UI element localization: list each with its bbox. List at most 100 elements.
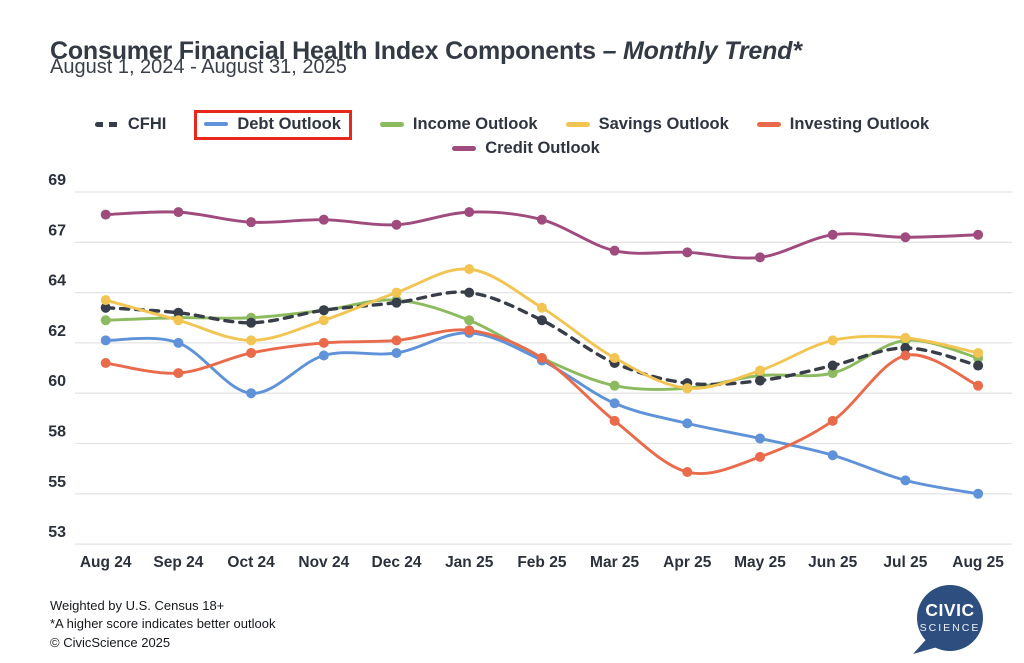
data-point-debt-outlook-aug-25[interactable]	[973, 488, 984, 499]
data-point-debt-outlook-dec-24[interactable]	[391, 347, 402, 358]
data-point-savings-outlook-may-25[interactable]	[755, 365, 765, 376]
data-point-cfhi-sep-24[interactable]	[173, 307, 184, 318]
data-point-savings-outlook-jun-25[interactable]	[827, 335, 838, 346]
legend-label: Savings Outlook	[598, 115, 729, 133]
legend-label: CFHI	[127, 115, 167, 133]
data-point-savings-outlook-aug-24[interactable]	[100, 295, 111, 306]
y-axis-tick-label: 55	[48, 474, 66, 491]
data-point-investing-outlook-jul-25[interactable]	[900, 350, 911, 361]
data-point-credit-outlook-aug-24[interactable]	[100, 209, 111, 220]
data-point-credit-outlook-oct-24[interactable]	[246, 217, 257, 228]
data-point-investing-outlook-feb-25[interactable]	[536, 352, 547, 363]
legend-label: Investing Outlook	[789, 115, 930, 133]
legend-item-income-outlook[interactable]: Income Outlook	[379, 115, 538, 134]
x-axis-month-label: Oct 24	[227, 554, 275, 571]
footnote-score-note: *A higher score indicates better outlook	[50, 616, 276, 632]
x-axis-month-label: Apr 25	[663, 554, 712, 571]
x-axis-month-label: Feb 25	[517, 554, 566, 571]
x-axis-month-label: Aug 24	[80, 554, 132, 571]
x-axis-month-label: Nov 24	[298, 554, 349, 571]
data-point-cfhi-jan-25[interactable]	[464, 287, 475, 298]
data-point-cfhi-oct-24[interactable]	[246, 317, 257, 328]
data-point-investing-outlook-aug-24[interactable]	[100, 358, 111, 369]
data-point-credit-outlook-apr-25[interactable]	[682, 247, 693, 258]
x-axis-month-label: May 25	[734, 554, 786, 571]
legend-label: Income Outlook	[412, 115, 538, 133]
data-point-savings-outlook-oct-24[interactable]	[246, 335, 257, 346]
data-point-investing-outlook-jan-25[interactable]	[464, 325, 475, 336]
data-point-debt-outlook-mar-25[interactable]	[609, 398, 620, 409]
data-point-investing-outlook-mar-25[interactable]	[609, 415, 620, 426]
data-point-savings-outlook-apr-25[interactable]	[682, 383, 693, 394]
data-point-cfhi-jul-25[interactable]	[900, 342, 911, 353]
data-point-investing-outlook-jun-25[interactable]	[827, 415, 838, 426]
data-point-income-outlook-jun-25[interactable]	[827, 368, 838, 379]
data-point-cfhi-aug-25[interactable]	[973, 360, 984, 371]
y-axis-tick-label: 67	[48, 222, 66, 239]
page-title: Consumer Financial Health Index Componen…	[50, 37, 802, 66]
data-point-savings-outlook-nov-24[interactable]	[318, 315, 329, 326]
data-point-investing-outlook-sep-24[interactable]	[173, 368, 184, 379]
data-point-investing-outlook-aug-25[interactable]	[973, 380, 984, 391]
x-axis-month-label: Jul 25	[883, 554, 927, 571]
data-point-debt-outlook-apr-25[interactable]	[682, 418, 693, 429]
data-point-credit-outlook-dec-24[interactable]	[391, 219, 402, 230]
data-point-cfhi-nov-24[interactable]	[318, 305, 329, 316]
data-point-credit-outlook-sep-24[interactable]	[173, 207, 184, 218]
income-outlook-swatch-icon	[379, 122, 404, 127]
y-axis-tick-label: 64	[48, 273, 66, 290]
data-point-credit-outlook-jun-25[interactable]	[827, 229, 838, 240]
data-point-cfhi-may-25[interactable]	[755, 375, 765, 386]
data-point-cfhi-jun-25[interactable]	[827, 360, 838, 371]
data-point-cfhi-feb-25[interactable]	[536, 315, 547, 326]
data-point-debt-outlook-oct-24[interactable]	[246, 388, 257, 399]
data-point-credit-outlook-nov-24[interactable]	[318, 214, 329, 225]
data-point-credit-outlook-jul-25[interactable]	[900, 232, 911, 243]
data-point-investing-outlook-may-25[interactable]	[755, 451, 765, 462]
legend-item-credit-outlook[interactable]: Credit Outlook	[452, 139, 600, 158]
data-point-income-outlook-jan-25[interactable]	[464, 315, 475, 326]
data-point-debt-outlook-jun-25[interactable]	[827, 450, 838, 461]
data-point-credit-outlook-may-25[interactable]	[755, 252, 765, 263]
data-point-credit-outlook-mar-25[interactable]	[609, 245, 620, 256]
data-point-investing-outlook-apr-25[interactable]	[682, 467, 693, 478]
data-point-savings-outlook-jan-25[interactable]	[464, 264, 475, 275]
x-axis-month-label: Jan 25	[445, 554, 494, 571]
data-point-investing-outlook-nov-24[interactable]	[318, 337, 329, 348]
data-point-debt-outlook-jul-25[interactable]	[900, 475, 911, 486]
data-point-investing-outlook-oct-24[interactable]	[246, 347, 257, 358]
data-point-income-outlook-aug-24[interactable]	[100, 315, 111, 326]
data-point-credit-outlook-jan-25[interactable]	[464, 207, 475, 218]
data-point-credit-outlook-aug-25[interactable]	[973, 229, 984, 240]
footnotes: Weighted by U.S. Census 18+ *A higher sc…	[50, 597, 275, 652]
legend-item-cfhi[interactable]: CFHI	[94, 115, 167, 134]
civicscience-logo-bubble-icon: CIVIC SCIENCE	[913, 585, 983, 654]
data-point-debt-outlook-sep-24[interactable]	[173, 337, 184, 348]
x-axis-month-label: Dec 24	[372, 554, 422, 571]
footnote-weighting: Weighted by U.S. Census 18+	[50, 598, 225, 613]
legend-item-savings-outlook[interactable]: Savings Outlook	[565, 115, 729, 134]
data-point-savings-outlook-mar-25[interactable]	[609, 352, 620, 363]
data-point-investing-outlook-dec-24[interactable]	[391, 335, 402, 346]
x-axis-month-label: Sep 24	[153, 554, 203, 571]
legend-row-2: Credit Outlook	[14, 139, 1024, 158]
data-point-savings-outlook-aug-25[interactable]	[973, 347, 984, 358]
data-point-credit-outlook-feb-25[interactable]	[536, 214, 547, 225]
legend-item-debt-outlook debt-outlook-highlight-box[interactable]: Debt Outlook	[194, 109, 352, 140]
legend-item-investing-outlook[interactable]: Investing Outlook	[756, 115, 930, 134]
data-point-savings-outlook-feb-25[interactable]	[536, 302, 547, 313]
legend-label: Debt Outlook	[237, 114, 341, 133]
data-point-cfhi-aug-24[interactable]	[100, 302, 111, 313]
data-point-income-outlook-mar-25[interactable]	[609, 380, 620, 391]
footnote-copyright: © CivicScience 2025	[50, 634, 171, 650]
data-point-debt-outlook-aug-24[interactable]	[100, 335, 111, 346]
data-point-savings-outlook-jul-25[interactable]	[900, 332, 911, 343]
y-axis-tick-label: 58	[48, 424, 66, 441]
data-point-savings-outlook-sep-24[interactable]	[173, 315, 184, 326]
data-point-cfhi-dec-24[interactable]	[391, 297, 402, 308]
data-point-debt-outlook-may-25[interactable]	[755, 433, 765, 444]
date-range-subtitle: August 1, 2024 - August 31, 2025	[50, 56, 347, 78]
data-point-debt-outlook-nov-24[interactable]	[318, 350, 329, 361]
data-point-savings-outlook-dec-24[interactable]	[391, 287, 402, 298]
